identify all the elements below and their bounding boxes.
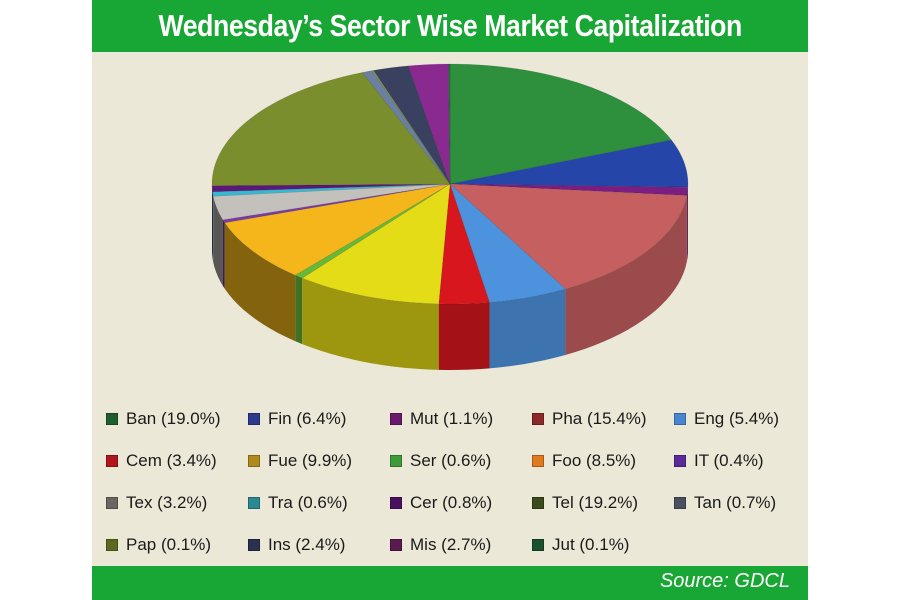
pie-slice-eng	[449, 183, 567, 303]
pie-sides	[212, 184, 688, 370]
legend-swatch	[248, 455, 260, 467]
pie-side-mut	[686, 187, 688, 262]
legend-swatch	[390, 455, 402, 467]
legend-swatch	[674, 413, 686, 425]
pie-slice-mut	[449, 183, 689, 196]
legend-label: Jut (0.1%)	[552, 535, 630, 554]
legend: Ban (19.0%) Fin (6.4%) Mut (1.1%) Pha (15.4…	[106, 398, 806, 566]
chart-title: Wednesday’s Sector Wise Market Capitaliz…	[158, 8, 742, 43]
pie-side-cem	[438, 302, 490, 370]
legend-swatch	[248, 497, 260, 509]
legend-swatch	[106, 539, 118, 551]
pie-slice-tra	[212, 183, 451, 197]
legend-item: Mut (1.1%)	[390, 398, 532, 440]
pie-slice-tel	[211, 72, 451, 187]
pie-slice-ban	[449, 63, 672, 185]
legend-swatch	[106, 413, 118, 425]
legend-label: Fue (9.9%)	[268, 451, 353, 470]
legend-swatch	[106, 497, 118, 509]
pie-slice-cer	[211, 183, 451, 193]
pie-side-fue	[302, 278, 439, 370]
legend-swatch	[390, 413, 402, 425]
legend-label: Cer (0.8%)	[410, 493, 493, 512]
pie-slice-fin	[449, 139, 689, 188]
legend-item: Cem (3.4%)	[106, 440, 248, 482]
legend-swatch	[390, 497, 402, 509]
legend-label: Ins (2.4%)	[268, 535, 346, 554]
legend-swatch	[532, 413, 544, 425]
legend-item: Foo (8.5%)	[532, 440, 674, 482]
legend-swatch	[390, 539, 402, 551]
legend-label: Fin (6.4%)	[268, 409, 347, 428]
pie-slice-tex	[212, 183, 451, 221]
source-label: Source: GDCL	[659, 570, 790, 592]
legend-item: Fin (6.4%)	[248, 398, 390, 440]
pie-chart	[211, 63, 689, 370]
legend-label: IT (0.4%)	[694, 451, 764, 470]
legend-label: Pap (0.1%)	[126, 535, 212, 554]
legend-item: Tex (3.2%)	[106, 482, 248, 524]
legend-item: Tra (0.6%)	[248, 482, 390, 524]
title-bar: Wednesday’s Sector Wise Market Capitaliz…	[92, 0, 808, 52]
legend-label: Mut (1.1%)	[410, 409, 494, 428]
source-bar: Source: GDCL	[92, 566, 808, 600]
pie-side-tex	[213, 196, 223, 286]
legend-item: Cer (0.8%)	[390, 482, 532, 524]
legend-swatch	[532, 455, 544, 467]
pie-side-foo	[224, 222, 296, 342]
legend-swatch	[248, 539, 260, 551]
legend-item: Ban (19.0%)	[106, 398, 248, 440]
legend-label: Ban (19.0%)	[126, 409, 221, 428]
legend-label: Mis (2.7%)	[410, 535, 492, 554]
pie-slice-jut	[448, 63, 451, 185]
pie-side-it	[222, 219, 225, 289]
legend-label: Tan (0.7%)	[694, 493, 777, 512]
legend-label: Cem (3.4%)	[126, 451, 217, 470]
pie-slice-pap	[371, 70, 451, 185]
legend-swatch	[674, 455, 686, 467]
legend-swatch	[532, 497, 544, 509]
legend-item: Tan (0.7%)	[674, 482, 816, 524]
legend-label: Foo (8.5%)	[552, 451, 637, 470]
pie-slice-foo	[224, 183, 451, 276]
legend-label: Eng (5.4%)	[694, 409, 780, 428]
pie-slice-fue	[301, 183, 451, 305]
legend-label: Pha (15.4%)	[552, 409, 647, 428]
pie-slice-cem	[438, 183, 490, 305]
legend-item: Pha (15.4%)	[532, 398, 674, 440]
legend-swatch	[674, 497, 686, 509]
legend-item: IT (0.4%)	[674, 440, 816, 482]
pie-top	[211, 63, 689, 305]
legend-item: Fue (9.9%)	[248, 440, 390, 482]
legend-label: Tra (0.6%)	[268, 493, 348, 512]
pie-slice-pha	[449, 183, 688, 290]
legend-swatch	[248, 413, 260, 425]
legend-swatch	[532, 539, 544, 551]
legend-label: Tex (3.2%)	[126, 493, 208, 512]
pie-side-ser	[295, 275, 303, 345]
legend-label: Tel (19.2%)	[552, 493, 638, 512]
pie-side-pha	[565, 195, 687, 355]
legend-swatch	[106, 455, 118, 467]
pie-side-tra	[212, 191, 214, 263]
chart-frame: Wednesday’s Sector Wise Market Capitaliz…	[92, 0, 808, 600]
legend-item: Ser (0.6%)	[390, 440, 532, 482]
legend-item: Eng (5.4%)	[674, 398, 816, 440]
legend-item: Tel (19.2%)	[532, 482, 674, 524]
legend-item: Ins (2.4%)	[248, 524, 390, 566]
legend-item: Pap (0.1%)	[106, 524, 248, 566]
pie-side-eng	[489, 288, 566, 369]
legend-label: Ser (0.6%)	[410, 451, 492, 470]
legend-item: Jut (0.1%)	[532, 524, 674, 566]
legend-item: Mis (2.7%)	[390, 524, 532, 566]
pie-slice-mis	[407, 63, 451, 185]
